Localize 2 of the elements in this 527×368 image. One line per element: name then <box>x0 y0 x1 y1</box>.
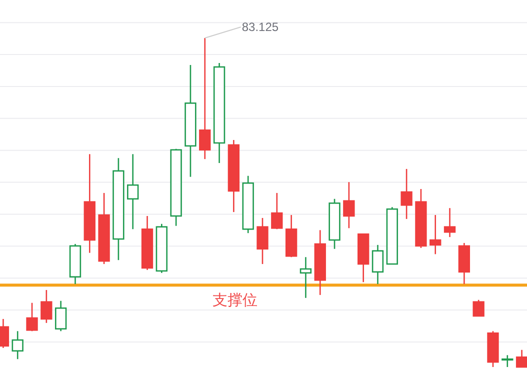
text: 83.125 <box>242 20 279 34</box>
ref-line-label: 支撑位 <box>212 292 258 310</box>
